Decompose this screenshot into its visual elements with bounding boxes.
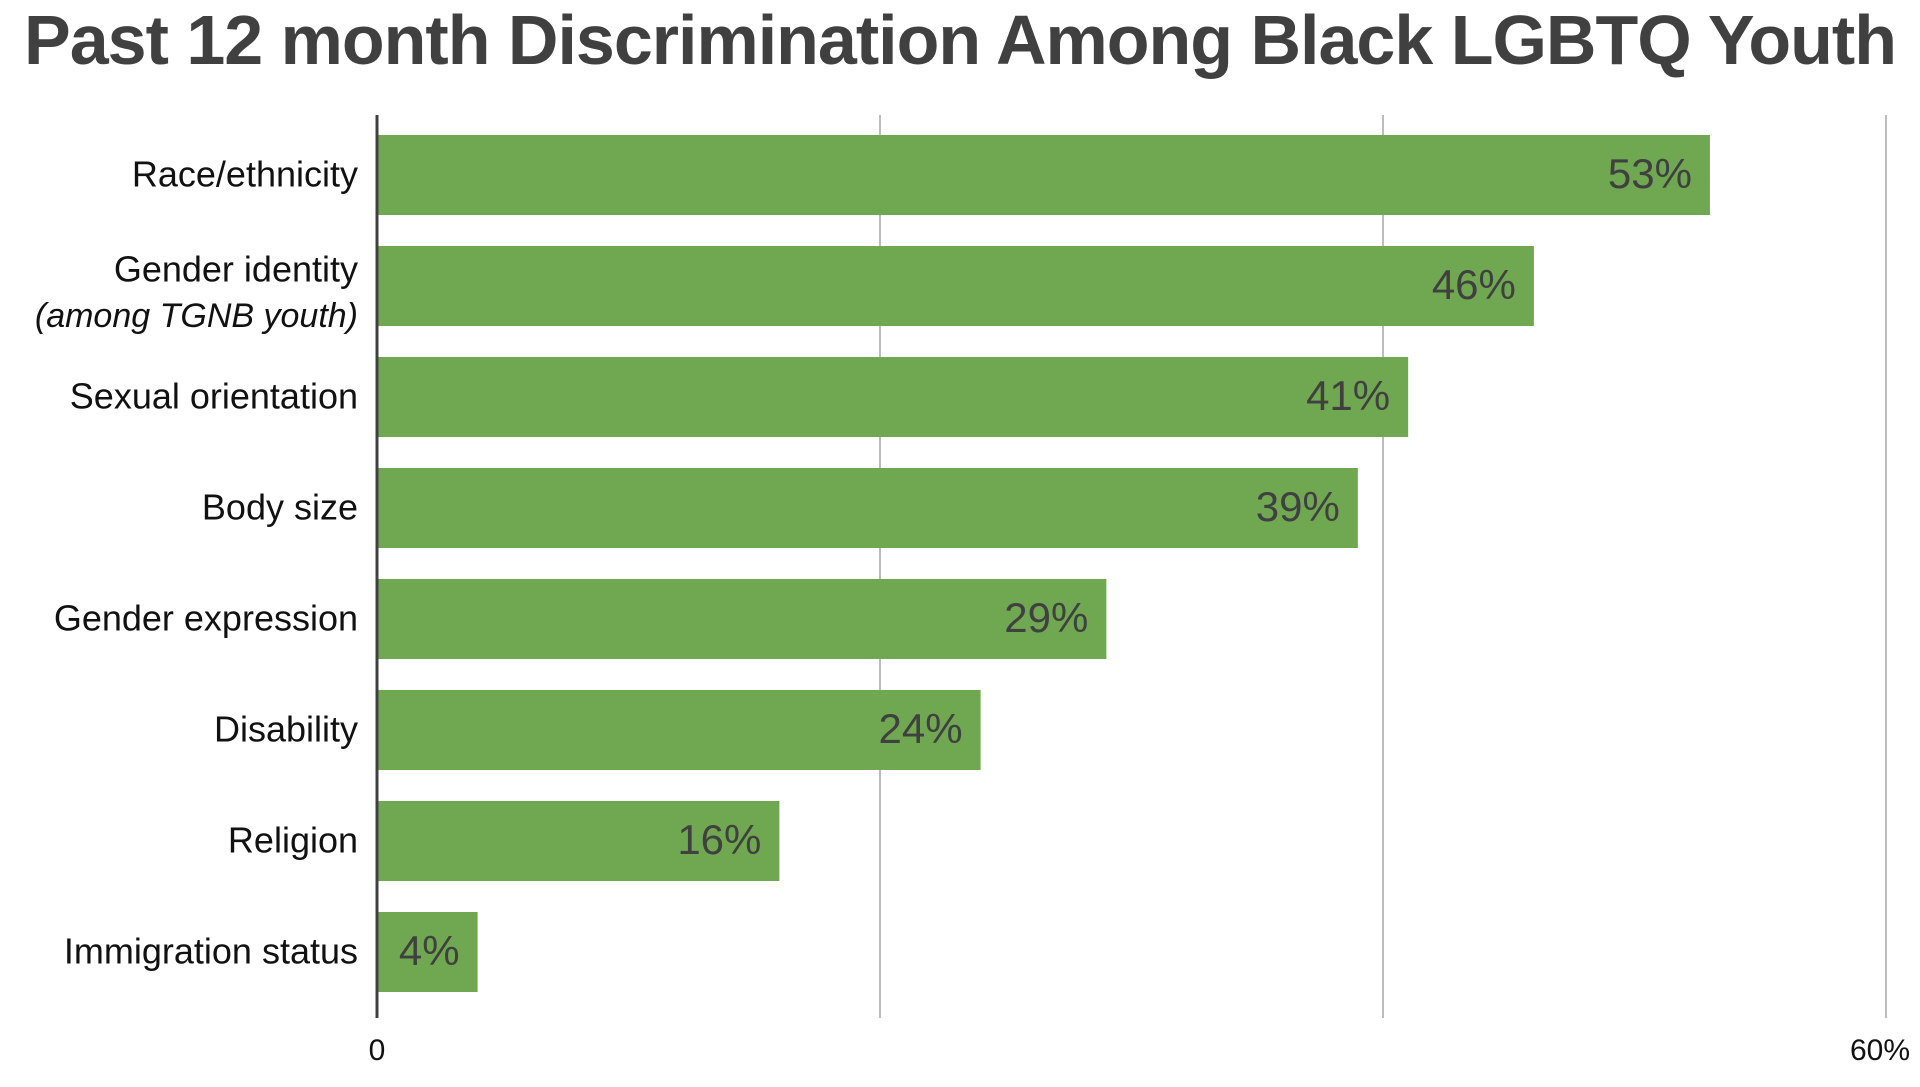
bar-0: [377, 135, 1710, 215]
bar-7: [377, 912, 478, 992]
bar-4: [377, 579, 1107, 659]
x-tick-labels: 0 60%: [369, 1034, 1910, 1067]
category-label-3: Body size: [202, 487, 358, 528]
bars: [377, 135, 1710, 992]
bar-1: [377, 246, 1534, 326]
category-label-4: Gender expression: [54, 598, 358, 639]
category-label-6: Religion: [228, 820, 358, 861]
category-sublabel-1: (among TGNB youth): [35, 297, 358, 335]
bar-3: [377, 468, 1358, 548]
data-label-1: 46%: [1432, 261, 1516, 308]
data-label-5: 24%: [879, 705, 963, 752]
bar-6: [377, 801, 780, 881]
data-label-0: 53%: [1608, 150, 1692, 197]
category-labels: Race/ethnicity Gender identity (among TGNB…: [35, 154, 358, 972]
category-label-0: Race/ethnicity: [132, 154, 358, 195]
bar-5: [377, 690, 981, 770]
data-label-2: 41%: [1306, 372, 1390, 419]
category-label-7: Immigration status: [64, 931, 358, 972]
bar-2: [377, 357, 1409, 437]
chart-title: Past 12 month Discrimination Among Black…: [24, 1, 1897, 79]
x-tick-label-60: 60%: [1850, 1034, 1910, 1067]
category-label-2: Sexual orientation: [70, 376, 358, 417]
category-label-1: Gender identity: [114, 249, 358, 290]
x-tick-label-0: 0: [369, 1034, 386, 1067]
data-labels: 53% 46% 41% 39% 29% 24% 16% 4%: [399, 150, 1692, 974]
data-label-4: 29%: [1004, 594, 1088, 641]
data-label-6: 16%: [677, 816, 761, 863]
data-label-7: 4%: [399, 927, 460, 974]
data-label-3: 39%: [1256, 483, 1340, 530]
category-label-5: Disability: [214, 709, 358, 750]
